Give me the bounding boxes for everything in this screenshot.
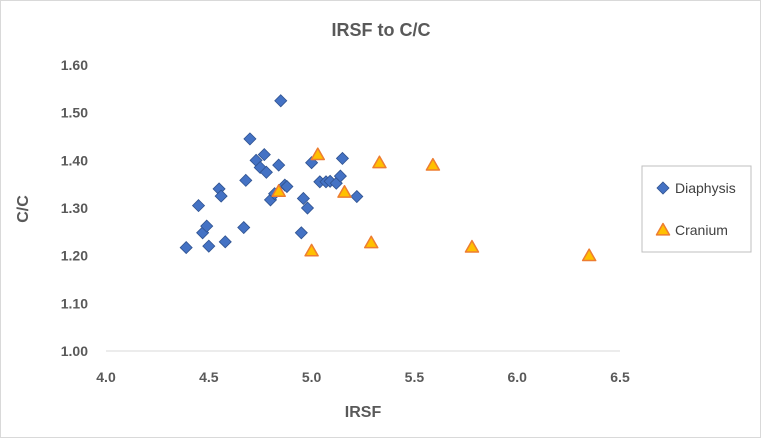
legend-label-diaphysis: Diaphysis (675, 180, 736, 196)
data-points (179, 94, 597, 262)
legend-marker-diaphysis (656, 181, 670, 195)
diaphysis-point (200, 219, 214, 233)
cranium-point (425, 157, 441, 171)
diaphysis-point (179, 240, 193, 255)
diaphysis-point (214, 189, 228, 203)
diaphysis-point (333, 169, 347, 183)
diaphysis-point (274, 94, 288, 108)
diaphysis-point (218, 235, 232, 249)
cranium-point (363, 235, 379, 249)
diaphysis-point (280, 179, 294, 194)
diaphysis-point (237, 220, 251, 235)
diaphysis-point (350, 189, 364, 204)
y-tick-label: 1.40 (61, 152, 88, 168)
x-tick-label: 5.5 (405, 369, 425, 385)
y-tick-label: 1.60 (61, 57, 88, 73)
diaphysis-point (239, 173, 253, 187)
cranium-point (372, 155, 387, 169)
diaphysis-point (296, 191, 310, 206)
x-axis-ticks: 4.0 4.5 5.0 5.5 6.0 6.5 (96, 369, 630, 385)
cranium-point (581, 248, 597, 262)
diaphysis-point (259, 165, 273, 179)
cranium-point (464, 239, 480, 253)
y-tick-label: 1.50 (61, 105, 88, 121)
y-axis-label: C/C (15, 195, 32, 223)
diaphysis-point (300, 201, 315, 215)
diaphysis-point (202, 239, 216, 253)
legend-box (641, 165, 752, 253)
diaphysis-point (257, 148, 271, 162)
diaphysis-point (243, 132, 257, 146)
x-tick-label: 5.0 (302, 369, 322, 385)
chart-title: IRSF to C/C (332, 20, 431, 40)
y-tick-label: 1.10 (61, 295, 88, 311)
cranium-point (304, 243, 319, 257)
diaphysis-point (294, 226, 308, 240)
x-tick-label: 4.0 (96, 369, 116, 385)
legend-label-cranium: Cranium (675, 222, 728, 238)
y-tick-label: 1.00 (61, 343, 88, 359)
y-tick-label: 1.30 (61, 200, 88, 216)
cranium-point (271, 184, 286, 197)
x-tick-label: 6.0 (507, 369, 527, 385)
diaphysis-point (335, 151, 350, 165)
diaphysis-point (191, 199, 206, 213)
cranium-point (337, 185, 352, 198)
diaphysis-point (272, 158, 286, 172)
x-axis-label: IRSF (345, 404, 382, 421)
x-tick-label: 6.5 (610, 369, 630, 385)
x-tick-label: 4.5 (199, 369, 219, 385)
y-tick-label: 1.20 (61, 248, 88, 264)
legend-marker-cranium (655, 222, 671, 236)
legend: Diaphysis Cranium (641, 165, 752, 253)
cranium-point (310, 147, 326, 161)
y-axis-ticks: 1.00 1.10 1.20 1.30 1.40 1.50 1.60 (61, 57, 88, 359)
